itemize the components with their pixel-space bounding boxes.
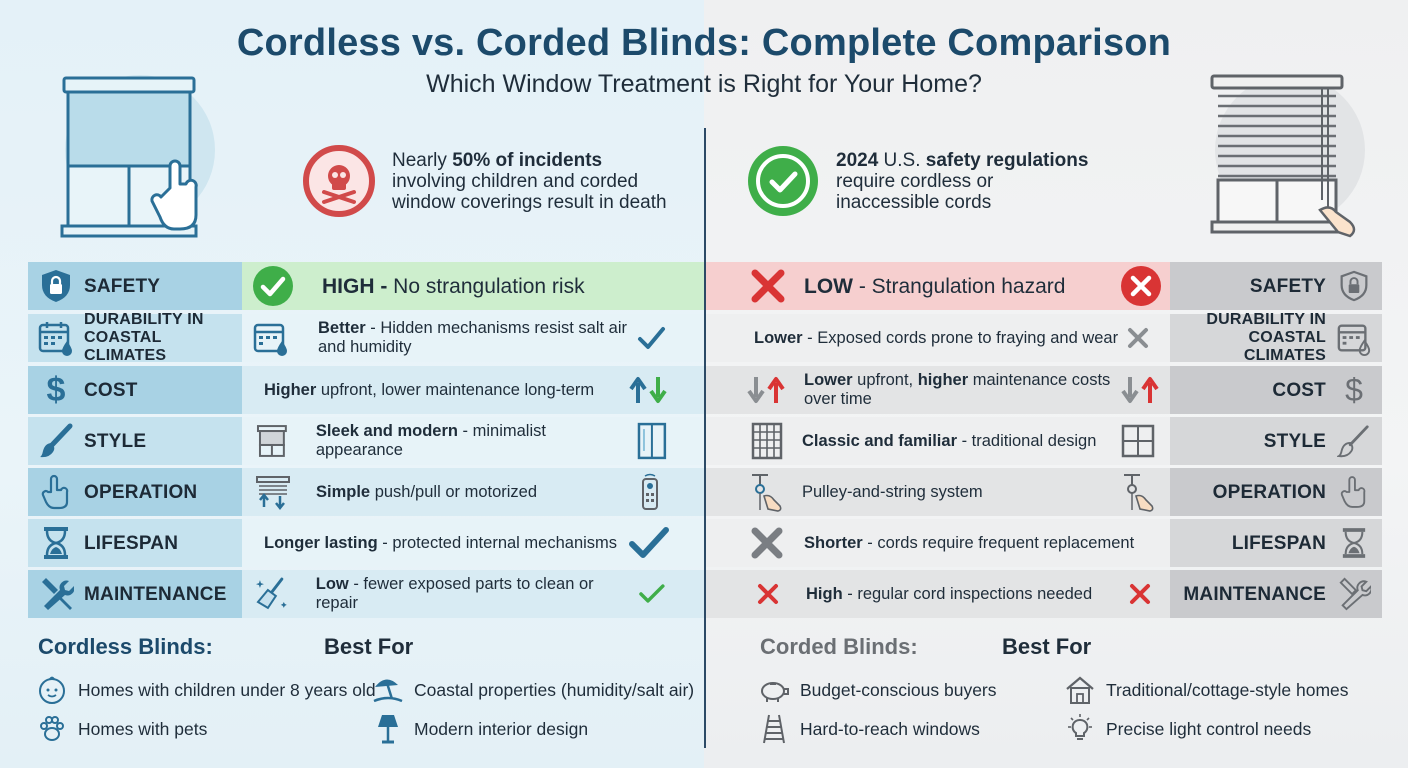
classic-window-icon bbox=[1121, 424, 1155, 458]
row-lifespan-category-left: LIFESPAN bbox=[28, 519, 242, 567]
house-icon bbox=[1064, 674, 1096, 706]
corded-window-illustration bbox=[1210, 74, 1365, 238]
check-icon bbox=[639, 584, 665, 603]
shade-arrows-icon bbox=[256, 476, 290, 510]
wrench-screwdriver-icon bbox=[36, 574, 76, 614]
row-safety-category-left: SAFETY bbox=[28, 262, 242, 310]
center-divider bbox=[704, 128, 706, 748]
row-durability-corded: Lower - Exposed cords prone to fraying a… bbox=[706, 314, 1170, 362]
down-up-arrows-icon bbox=[747, 377, 785, 403]
pulley-hand-icon bbox=[1124, 474, 1154, 512]
stat-incidents-text: Nearly 50% of incidents involving childr… bbox=[392, 149, 667, 213]
row-durability-category-right: DURABILITY IN COASTAL CLIMATES bbox=[1170, 311, 1382, 364]
remote-control-icon bbox=[642, 473, 658, 510]
corded-best-for-item: Hard-to-reach windows bbox=[758, 713, 980, 745]
row-maintenance-category-right: MAINTENANCE bbox=[1170, 570, 1382, 618]
row-safety-cordless: HIGH - No strangulation risk bbox=[242, 262, 704, 310]
dollar-icon: $ bbox=[46, 370, 66, 409]
row-maintenance-corded: High - regular cord inspections needed bbox=[706, 570, 1170, 618]
row-lifespan-cordless: Longer lasting - protected internal mech… bbox=[242, 519, 704, 567]
ladder-icon bbox=[758, 713, 790, 745]
row-cost-category-right: COST $ bbox=[1170, 366, 1382, 414]
row-maintenance-cordless: Low - fewer exposed parts to clean or re… bbox=[242, 570, 704, 618]
row-operation-category-left: OPERATION bbox=[28, 468, 242, 516]
row-cost-cordless: Higher upfront, lower maintenance long-t… bbox=[242, 366, 704, 414]
calendar-drop-icon bbox=[253, 323, 287, 356]
row-cost-category-left: $ COST bbox=[28, 366, 242, 414]
page-subtitle: Which Window Treatment is Right for Your… bbox=[426, 70, 982, 98]
skull-icon bbox=[303, 145, 375, 217]
corded-best-for-item: Precise light control needs bbox=[1064, 713, 1311, 745]
row-lifespan-category-right: LIFESPAN bbox=[1170, 519, 1382, 567]
cross-icon bbox=[758, 584, 778, 604]
cordless-best-for-item: Modern interior design bbox=[372, 713, 588, 745]
shield-lock-icon bbox=[1334, 266, 1374, 306]
page-title: Cordless vs. Corded Blinds: Complete Com… bbox=[236, 22, 1172, 64]
row-style-corded: Classic and familiar - traditional desig… bbox=[706, 417, 1170, 465]
cordless-best-for-heading: Best For bbox=[324, 634, 414, 659]
check-icon bbox=[629, 527, 669, 558]
row-cost-corded: Lower upfront, higher maintenance costs o… bbox=[706, 366, 1170, 414]
paintbrush-icon bbox=[1334, 421, 1374, 461]
lightbulb-icon bbox=[1064, 713, 1096, 745]
row-durability-category-left: DURABILITY IN COASTAL CLIMATES bbox=[28, 311, 242, 364]
corded-best-for-title: Corded Blinds: bbox=[760, 634, 918, 659]
modern-window-icon bbox=[637, 422, 667, 460]
shield-lock-icon bbox=[36, 266, 76, 306]
row-style-category-left: STYLE bbox=[28, 417, 242, 465]
cross-icon bbox=[1130, 584, 1150, 604]
row-safety-category-right: SAFETY bbox=[1170, 262, 1382, 310]
stat-incidents: Nearly 50% of incidents involving childr… bbox=[302, 144, 667, 218]
calendar-drop-icon bbox=[1334, 318, 1374, 358]
check-icon bbox=[638, 327, 665, 349]
row-style-category-right: STYLE bbox=[1170, 417, 1382, 465]
row-operation-cordless: Simple push/pull or motorized bbox=[242, 468, 704, 516]
cross-icon bbox=[751, 269, 785, 303]
classic-window-icon bbox=[751, 422, 783, 460]
check-circle-icon bbox=[253, 266, 293, 306]
cordless-best-for-title: Cordless Blinds: bbox=[38, 634, 213, 659]
roller-shade-icon bbox=[256, 425, 287, 457]
row-durability-cordless: Better - Hidden mechanisms resist salt a… bbox=[242, 314, 704, 362]
cordless-best-for-item: Homes with children under 8 years old bbox=[36, 674, 376, 706]
up-down-arrows-icon bbox=[629, 377, 667, 403]
stat-regulations-text: 2024 U.S. safety regulations require cor… bbox=[836, 149, 1089, 213]
row-maintenance-category-left: MAINTENANCE bbox=[28, 570, 242, 618]
beach-umbrella-icon bbox=[372, 674, 404, 706]
calendar-drop-icon bbox=[36, 318, 76, 358]
stat-regulations: 2024 U.S. safety regulations require cor… bbox=[746, 144, 1088, 218]
row-safety-corded: LOW - Strangulation hazard bbox=[706, 262, 1170, 310]
corded-best-for-item: Budget-conscious buyers bbox=[758, 674, 997, 706]
cross-circle-icon bbox=[1121, 266, 1161, 306]
paw-icon bbox=[36, 713, 68, 745]
row-lifespan-corded: Shorter - cords require frequent replace… bbox=[706, 519, 1170, 567]
pulley-hand-icon bbox=[752, 474, 782, 512]
row-style-cordless: Sleek and modern - minimalist appearance bbox=[242, 417, 704, 465]
cross-icon bbox=[1128, 328, 1148, 348]
cross-icon bbox=[751, 527, 783, 559]
cordless-best-for-item: Homes with pets bbox=[36, 713, 207, 745]
row-operation-category-right: OPERATION bbox=[1170, 468, 1382, 516]
hourglass-icon bbox=[36, 523, 76, 563]
corded-best-for-item: Traditional/cottage-style homes bbox=[1064, 674, 1349, 706]
cordless-window-illustration bbox=[60, 75, 215, 238]
hand-pointer-icon bbox=[1334, 472, 1374, 512]
lamp-icon bbox=[372, 713, 404, 745]
corded-best-for-heading: Best For bbox=[1002, 634, 1092, 659]
cleaning-brush-icon bbox=[255, 577, 287, 610]
row-operation-corded: Pulley-and-string system bbox=[706, 468, 1170, 516]
hand-pointer-icon bbox=[36, 472, 76, 512]
dollar-icon: $ bbox=[1345, 371, 1363, 408]
hourglass-icon bbox=[1334, 523, 1374, 563]
check-circle-icon bbox=[748, 146, 818, 216]
piggy-bank-icon bbox=[758, 674, 790, 706]
baby-icon bbox=[36, 674, 68, 706]
cordless-best-for-item: Coastal properties (humidity/salt air) bbox=[372, 674, 694, 706]
paintbrush-icon bbox=[36, 421, 76, 461]
down-up-arrows-icon bbox=[1121, 377, 1159, 403]
wrench-screwdriver-icon bbox=[1334, 574, 1374, 614]
